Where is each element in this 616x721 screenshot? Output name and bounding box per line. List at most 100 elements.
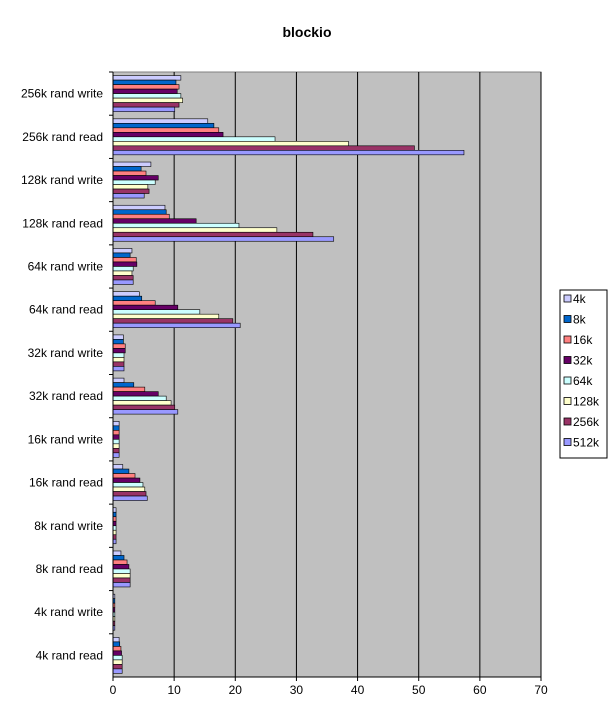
bar-64k bbox=[112, 309, 201, 315]
bar-4k bbox=[112, 291, 140, 297]
legend-label: 128k bbox=[573, 395, 600, 409]
y-category-label: 64k rand write bbox=[28, 259, 104, 273]
bar-128k bbox=[112, 357, 125, 363]
legend-swatch-64k bbox=[563, 376, 572, 385]
bar-16k bbox=[112, 343, 126, 349]
y-category-label: 16k rand read bbox=[29, 476, 103, 490]
legend-label: 16k bbox=[573, 333, 593, 347]
bar-64k bbox=[112, 568, 131, 574]
bar-32k bbox=[112, 434, 120, 440]
bar-32k bbox=[112, 218, 197, 224]
bar-256k bbox=[112, 275, 134, 281]
y-category-label: 8k rand read bbox=[36, 562, 103, 576]
bar-64k bbox=[112, 266, 134, 272]
legend-swatch-16k bbox=[563, 335, 572, 344]
bar-4k bbox=[112, 248, 133, 254]
legend-swatch-8k bbox=[563, 315, 572, 323]
bar-64k bbox=[112, 222, 240, 229]
bar-8k bbox=[112, 555, 125, 561]
y-category-label: 128k rand write bbox=[21, 173, 103, 187]
bar-64k bbox=[112, 439, 120, 445]
x-tick-label: 10 bbox=[167, 683, 181, 697]
bar-4k bbox=[112, 161, 152, 167]
bar-64k bbox=[112, 93, 182, 99]
y-category-label: 32k rand read bbox=[29, 389, 103, 403]
bar-512k bbox=[112, 495, 148, 501]
bar-32k bbox=[112, 88, 178, 94]
bar-8k bbox=[112, 425, 120, 431]
bar-32k bbox=[112, 477, 141, 483]
bar-32k bbox=[112, 261, 138, 267]
legend-swatch-128k bbox=[563, 397, 572, 405]
bar-8k bbox=[112, 382, 135, 388]
x-tick-label: 30 bbox=[290, 683, 304, 697]
bar-512k bbox=[112, 668, 123, 674]
bar-128k bbox=[112, 573, 131, 579]
legend-label: 64k bbox=[573, 374, 593, 388]
bar-8k bbox=[112, 166, 142, 172]
x-tick-label: 50 bbox=[412, 683, 426, 697]
bar-128k bbox=[112, 400, 172, 406]
y-category-label: 4k rand write bbox=[34, 605, 103, 619]
bar-512k bbox=[112, 279, 134, 285]
bar-16k bbox=[112, 473, 136, 479]
bar-512k bbox=[112, 582, 131, 588]
bar-16k bbox=[112, 646, 122, 652]
y-category-label: 4k rand read bbox=[36, 648, 103, 662]
plot-background bbox=[112, 71, 542, 678]
bar-8k bbox=[112, 252, 131, 258]
bar-32k bbox=[112, 650, 122, 656]
y-category-label: 8k rand write bbox=[34, 519, 103, 533]
bar-128k bbox=[112, 270, 133, 276]
legend-swatch-4k bbox=[563, 294, 572, 303]
bar-4k bbox=[112, 75, 182, 81]
legend-label: 32k bbox=[573, 354, 593, 368]
chart-title: blockio bbox=[282, 24, 331, 40]
bar-128k bbox=[112, 184, 149, 190]
bar-4k bbox=[112, 377, 125, 383]
bar-256k bbox=[112, 404, 176, 410]
bar-8k bbox=[112, 339, 124, 345]
bar-32k bbox=[112, 391, 159, 397]
bar-256k bbox=[112, 664, 123, 670]
bar-256k bbox=[112, 361, 125, 367]
bar-4k bbox=[112, 204, 166, 211]
bar-8k bbox=[112, 641, 121, 647]
bar-256k bbox=[112, 231, 314, 238]
bar-128k bbox=[112, 486, 146, 492]
legend-swatch-32k bbox=[563, 356, 572, 364]
bar-512k bbox=[112, 106, 176, 112]
x-tick-label: 20 bbox=[229, 683, 243, 697]
y-category-label: 128k rand read bbox=[22, 216, 103, 230]
bar-256k bbox=[112, 145, 415, 151]
y-category-label: 256k rand read bbox=[22, 130, 103, 144]
y-category-label: 64k rand read bbox=[29, 303, 103, 317]
bar-512k bbox=[112, 150, 465, 156]
bar-4k bbox=[112, 118, 209, 124]
bar-64k bbox=[112, 136, 276, 142]
y-category-label: 256k rand write bbox=[21, 87, 103, 101]
bar-32k bbox=[112, 132, 224, 138]
legend-swatch-512k bbox=[563, 438, 572, 446]
bar-512k bbox=[112, 236, 335, 242]
y-category-label: 16k rand write bbox=[28, 432, 104, 446]
bar-8k bbox=[112, 79, 177, 85]
bar-512k bbox=[112, 409, 179, 415]
bar-8k bbox=[112, 295, 143, 301]
bar-256k bbox=[112, 491, 147, 497]
bar-4k bbox=[112, 334, 124, 340]
y-category-label: 32k rand write bbox=[28, 346, 104, 360]
bar-128k bbox=[112, 313, 220, 319]
bar-256k bbox=[112, 188, 150, 194]
bar-128k bbox=[112, 659, 123, 665]
bar-8k bbox=[112, 209, 167, 215]
bar-128k bbox=[112, 227, 278, 233]
bar-64k bbox=[112, 352, 125, 358]
bar-64k bbox=[112, 179, 156, 185]
bar-512k bbox=[112, 193, 145, 199]
bar-64k bbox=[112, 395, 167, 401]
bar-64k bbox=[112, 482, 144, 488]
legend-swatch-256k bbox=[563, 417, 572, 426]
bar-4k bbox=[112, 637, 120, 643]
